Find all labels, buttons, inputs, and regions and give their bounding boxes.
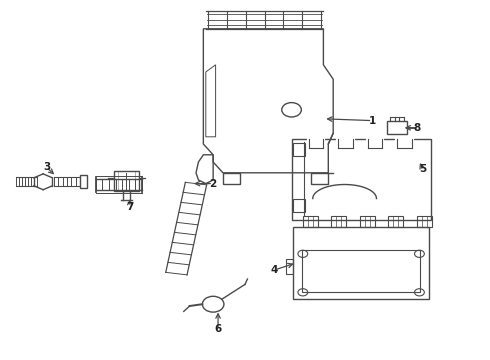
Text: 1: 1 (369, 116, 376, 126)
Text: 5: 5 (419, 164, 426, 174)
Text: 2: 2 (210, 179, 217, 189)
Text: 6: 6 (215, 324, 221, 334)
Text: 3: 3 (43, 162, 50, 172)
Text: 8: 8 (413, 123, 420, 133)
Text: 7: 7 (126, 202, 134, 212)
Text: 4: 4 (270, 265, 278, 275)
